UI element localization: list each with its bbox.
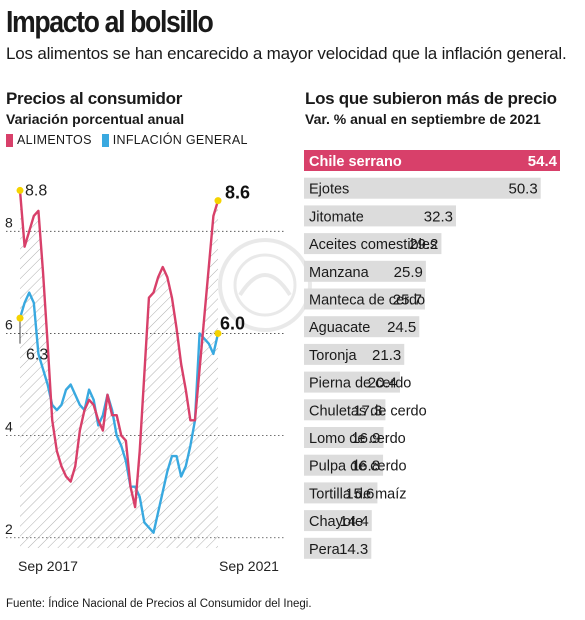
bar-category-label: Lomo de cerdo: [309, 431, 406, 447]
bar-category-label: Chayote: [309, 514, 363, 530]
bar-value-label: 21.3: [372, 347, 401, 364]
line-chart-legend: ALIMENTOS INFLACIÓN GENERAL: [6, 133, 258, 147]
bar-chart-heading: Los que subieron más de precio: [305, 89, 557, 108]
bar-1: [304, 177, 541, 199]
y-tick-label: 8: [5, 214, 13, 230]
bar-9: [304, 399, 386, 421]
legend-swatch-inflacion: [101, 133, 109, 147]
bar-value-label: 16.8: [351, 458, 380, 475]
bar-category-label: Chuletas de cerdo: [309, 403, 427, 419]
bar-value-label: 14.4: [340, 513, 369, 530]
bar-value-label: 17.3: [353, 402, 382, 419]
bar-category-label: Chile serrano: [309, 154, 402, 170]
bar-11: [304, 454, 384, 476]
marker-start-alimentos: [16, 186, 24, 194]
legend-label-alimentos: ALIMENTOS: [17, 133, 92, 147]
legend-label-inflacion: INFLACIÓN GENERAL: [112, 133, 248, 147]
bar-category-label: Ejotes: [309, 182, 349, 198]
bar-category-label: Toronja: [309, 348, 357, 364]
label-end-inflacion: 6.0: [220, 313, 245, 333]
series-line-inflacion: [18, 291, 220, 534]
bar-chart: Chile serrano 54.4 Ejotes 50.3 Jitomate 32.3 A…: [304, 150, 560, 559]
bar-value-label: 16.9: [351, 430, 380, 447]
label-end-alimentos: 8.6: [225, 183, 250, 203]
source-note: Fuente: Índice Nacional de Precios al Co…: [6, 598, 312, 610]
bar-2: [304, 205, 456, 227]
label-start-alimentos: 8.8: [25, 182, 47, 199]
bar-category-label: Manzana: [309, 265, 370, 281]
line-chart-heading: Precios al consumidor: [6, 89, 183, 108]
bar-12: [304, 482, 378, 504]
line-chart: 2 4 6 8 8.8 6.3 8.6 6.0 Sep 2017 Sep 2021: [5, 182, 285, 574]
bar-13: [304, 510, 372, 532]
bar-category-label: Pulpa de cerdo: [309, 459, 407, 475]
bar-0: [304, 150, 560, 171]
bar-value-label: 15.6: [345, 485, 374, 502]
marker-end-inflacion: [214, 329, 222, 337]
marker-end-alimentos: [214, 197, 222, 205]
marker-start-inflacion: [16, 314, 24, 322]
y-tick-label: 6: [5, 316, 13, 332]
bar-8: [304, 371, 400, 393]
bar-category-label: Aguacate: [309, 320, 370, 336]
bar-value-label: 25.9: [394, 264, 423, 281]
bar-category-label: Aceites comestibles: [309, 237, 437, 253]
bar-value-label: 50.3: [509, 181, 538, 198]
bar-value-label: 20.4: [368, 375, 397, 392]
y-tick-label: 4: [5, 419, 13, 435]
line-chart-subheading: Variación porcentual anual: [6, 111, 185, 127]
bar-value-label: 32.3: [424, 208, 453, 225]
bar-category-label: Manteca de cerdo: [309, 293, 425, 309]
page-subtitle: Los alimentos se han encarecido a mayor …: [6, 44, 567, 63]
x-tick-label-end: Sep 2021: [219, 558, 279, 574]
bar-category-label: Pera: [309, 542, 341, 558]
bar-chart-subheading: Var. % anual en septiembre de 2021: [305, 111, 541, 127]
series-line-alimentos: [18, 190, 220, 509]
legend-item-inflacion: INFLACIÓN GENERAL: [101, 133, 248, 147]
bar-value-label: 29.2: [409, 236, 438, 253]
bar-value-label: 14.3: [339, 541, 368, 558]
y-tick-label: 2: [5, 521, 13, 537]
legend-item-alimentos: ALIMENTOS: [6, 133, 92, 147]
bar-10: [304, 427, 384, 448]
x-tick-label-start: Sep 2017: [18, 558, 78, 574]
bar-4: [304, 260, 426, 282]
hatched-area: [20, 190, 218, 548]
watermark-seal-icon: [218, 238, 312, 332]
bar-category-label: Pierna de cerdo: [309, 376, 411, 392]
bar-7: [304, 343, 405, 365]
legend-swatch-alimentos: [6, 133, 13, 147]
bar-5: [304, 288, 425, 310]
bar-value-label: 24.5: [387, 319, 416, 336]
label-start-inflacion: 6.3: [26, 347, 48, 364]
bar-category-label: Jitomate: [309, 209, 364, 225]
bar-category-label: Tortilla de maíz: [309, 486, 407, 502]
bar-value-label: 54.4: [528, 153, 558, 170]
bar-14: [304, 537, 372, 559]
bar-6: [304, 316, 420, 338]
bar-3: [304, 233, 442, 255]
bar-value-label: 25.7: [393, 292, 422, 309]
page-title: Impacto al bolsillo: [6, 4, 214, 39]
